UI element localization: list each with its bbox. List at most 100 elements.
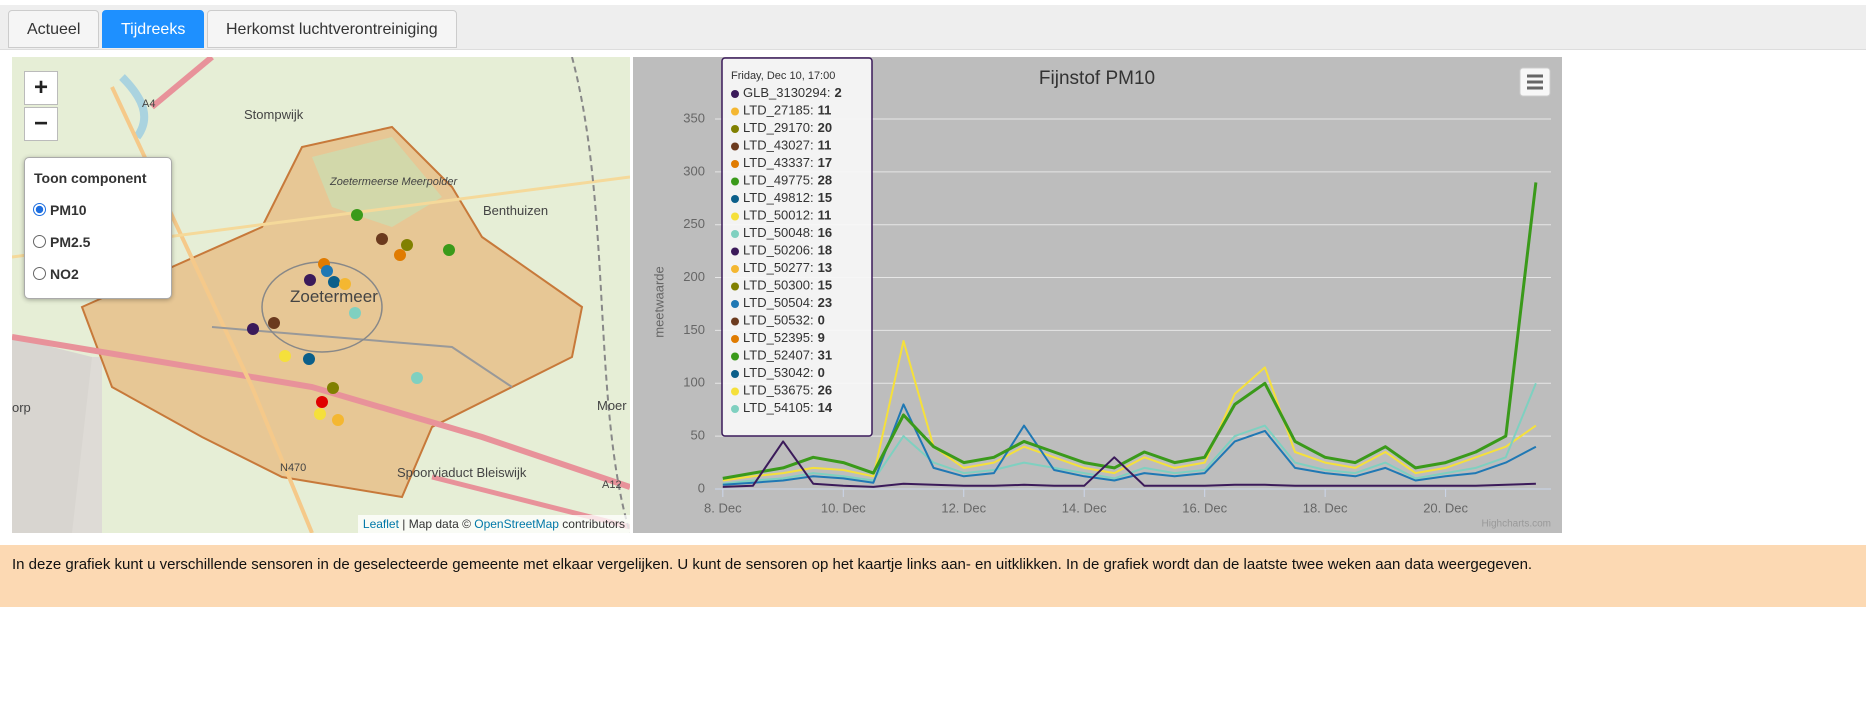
info-text: In deze grafiek kunt u verschillende sen… — [0, 545, 1866, 607]
tooltip-series-name: LTD_50504: — [743, 295, 814, 310]
sensor[interactable] — [321, 265, 333, 277]
tooltip-series-name: LTD_50048: — [743, 225, 814, 240]
tooltip-dot — [731, 212, 739, 221]
sensor[interactable] — [268, 317, 280, 329]
tooltip-dot — [731, 90, 739, 98]
map-label: A12 — [602, 479, 622, 491]
x-tick-label: 12. Dec — [941, 500, 986, 515]
sensor[interactable] — [394, 249, 406, 261]
radio-option[interactable]: PM2.5 — [33, 234, 90, 250]
map[interactable]: Stompwijk Benthuizen Zoetermeer Zoetermeers… — [12, 57, 630, 533]
sensor[interactable] — [443, 244, 455, 256]
radio-option[interactable]: NO2 — [33, 266, 79, 282]
menu-icon — [1527, 74, 1543, 90]
sensor[interactable] — [332, 414, 344, 426]
series-line — [722, 382, 1537, 485]
tooltip-series-name: LTD_29170: — [743, 120, 814, 135]
tab[interactable]: Actueel — [8, 10, 100, 48]
tooltip-item: GLB_3130294: 2 — [743, 85, 842, 100]
chart-title: Fijnstof PM10 — [1039, 68, 1155, 89]
sensor[interactable] — [304, 274, 316, 286]
map-label: Stompwijk — [244, 107, 304, 122]
tooltip-value: 11 — [818, 103, 832, 118]
tooltip-dot — [731, 335, 739, 343]
sensor[interactable] — [316, 396, 328, 408]
zoom-out-button[interactable]: − — [24, 107, 58, 141]
x-tick-label: 14. Dec — [1062, 500, 1107, 515]
tooltip-value: 18 — [818, 243, 832, 258]
tooltip-series-name: LTD_50206: — [743, 243, 814, 258]
sensor[interactable] — [376, 233, 388, 245]
tooltip-dot — [731, 142, 739, 151]
radio-option[interactable]: PM10 — [33, 202, 87, 218]
y-tick-label: 250 — [683, 216, 705, 231]
menu-button[interactable] — [1519, 67, 1551, 97]
radio-button[interactable] — [33, 267, 46, 280]
sensor[interactable] — [339, 278, 351, 290]
sensor[interactable] — [328, 276, 340, 288]
railway — [211, 326, 513, 388]
y-tick-label: 200 — [683, 269, 705, 284]
tooltip-series-name: LTD_50012: — [743, 208, 814, 223]
osm-link[interactable]: OpenStreetMap — [474, 517, 559, 531]
y-tick-label: 50 — [691, 428, 705, 443]
tooltip-value: 23 — [818, 295, 832, 310]
sensor[interactable] — [279, 350, 291, 362]
y-tick-label: 300 — [683, 163, 705, 178]
x-tick-label: 8. Dec — [704, 500, 742, 515]
tooltip-dot — [731, 387, 739, 396]
tooltip-item: LTD_53675: 26 — [743, 383, 832, 398]
tooltip-value: 11 — [818, 208, 832, 223]
zoom-in-button[interactable]: + — [24, 71, 58, 105]
sensor[interactable] — [351, 209, 363, 221]
attribution: Leaflet | Map data © OpenStreetMap contr… — [357, 515, 630, 533]
tooltip-series-name: LTD_43337: — [743, 155, 814, 170]
x-tick-label: 16. Dec — [1182, 500, 1227, 515]
tooltip-item: LTD_49775: 28 — [743, 173, 832, 188]
sensor[interactable] — [349, 307, 361, 319]
tooltip-series-name: LTD_53042: — [743, 365, 814, 380]
tooltip-value: 11 — [818, 138, 832, 153]
tooltip-item: LTD_50048: 16 — [743, 225, 832, 240]
sensor[interactable] — [314, 408, 326, 420]
sensor[interactable] — [303, 353, 315, 365]
tooltip-item: LTD_50504: 23 — [743, 295, 832, 310]
tooltip-dot — [731, 300, 739, 308]
tooltip-dot — [731, 160, 739, 168]
leaflet-link[interactable]: Leaflet — [362, 517, 399, 531]
radio-button[interactable] — [33, 203, 46, 216]
radio-label: PM10 — [50, 202, 87, 218]
motorway — [150, 57, 214, 110]
control-title: Toon component — [34, 170, 147, 186]
credits[interactable]: Highcharts.com — [1482, 519, 1551, 530]
sensor[interactable] — [247, 323, 259, 335]
tooltip-value: 0 — [818, 313, 825, 328]
tooltip-item: LTD_50300: 15 — [743, 278, 832, 293]
tooltip-dot — [731, 405, 739, 413]
tooltip-series-name: LTD_50300: — [743, 278, 814, 293]
tooltip-value: 17 — [818, 155, 832, 170]
sensor[interactable] — [327, 382, 339, 394]
radio-label: PM2.5 — [50, 234, 91, 250]
tooltip-series-name: GLB_3130294: — [743, 85, 830, 100]
radio-button[interactable] — [33, 235, 46, 248]
tooltip-value: 13 — [818, 260, 832, 275]
sensor[interactable] — [411, 372, 423, 384]
tooltip-dot — [731, 177, 739, 186]
tooltip-value: 16 — [818, 225, 832, 240]
tooltip-value: 15 — [818, 190, 832, 205]
tooltip-value: 0 — [818, 365, 825, 380]
tooltip-dot — [731, 230, 739, 238]
motorway — [12, 334, 630, 490]
tooltip-item: LTD_50277: 13 — [743, 260, 832, 275]
tooltip-value: 20 — [818, 120, 832, 135]
tab[interactable]: Herkomst luchtverontreiniging — [207, 10, 457, 48]
tooltip-value: 14 — [818, 400, 833, 415]
tab[interactable]: Tijdreeks — [102, 10, 205, 48]
sensor[interactable] — [401, 239, 413, 251]
municipality-area — [80, 125, 584, 499]
tooltip-item: LTD_50012: 11 — [743, 208, 831, 223]
tooltip-value: 15 — [818, 278, 832, 293]
